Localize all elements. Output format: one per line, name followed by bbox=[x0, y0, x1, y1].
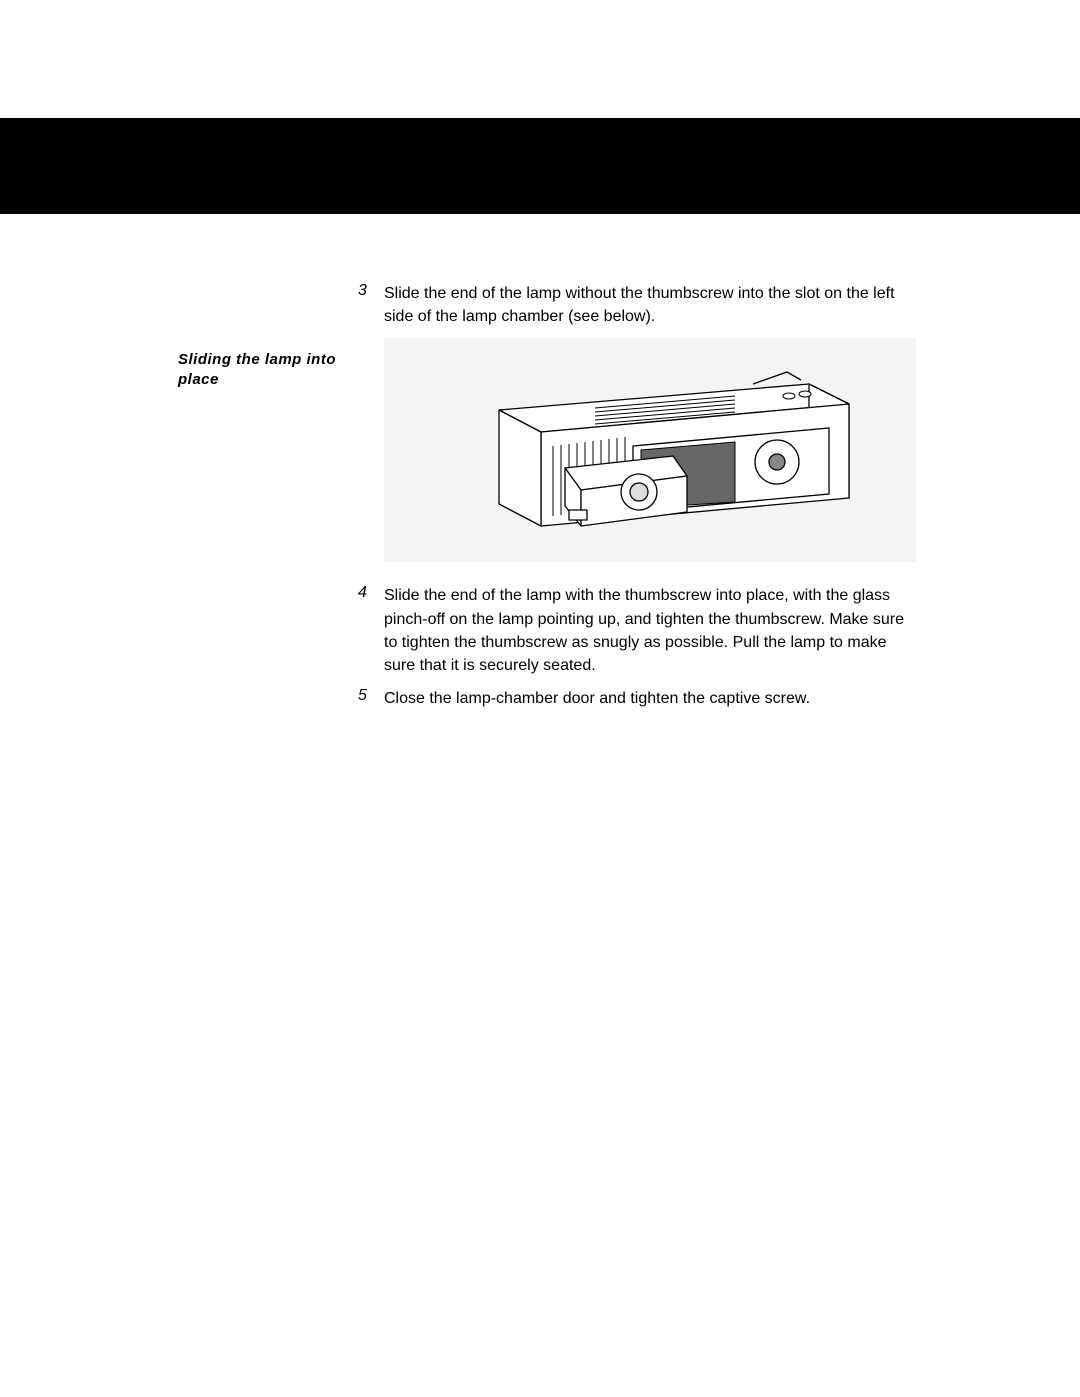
step-5-number: 5 bbox=[358, 687, 384, 710]
step-5-text: Close the lamp-chamber door and tighten … bbox=[384, 687, 810, 710]
margin-note-col-4 bbox=[178, 584, 358, 677]
margin-note-col bbox=[178, 282, 358, 328]
lamp-diagram bbox=[435, 350, 865, 550]
margin-note: Sliding the lamp into place bbox=[178, 350, 358, 391]
step-3-text: Slide the end of the lamp without the th… bbox=[384, 282, 916, 328]
header-band: Maintenance 91 bbox=[0, 118, 1080, 214]
step-5-row: 5 Close the lamp-chamber door and tighte… bbox=[178, 687, 916, 710]
step-5-body: 5 Close the lamp-chamber door and tighte… bbox=[358, 687, 916, 710]
margin-note-text: Sliding the lamp into place bbox=[178, 350, 338, 391]
figure-panel bbox=[384, 338, 916, 562]
figure-row: Sliding the lamp into place bbox=[178, 338, 916, 562]
step-4-body: 4 Slide the end of the lamp with the thu… bbox=[358, 584, 916, 677]
content-area: 3 Slide the end of the lamp without the … bbox=[178, 282, 916, 720]
step-3-row: 3 Slide the end of the lamp without the … bbox=[178, 282, 916, 328]
step-4-number: 4 bbox=[358, 584, 384, 677]
step-4-text: Slide the end of the lamp with the thumb… bbox=[384, 584, 916, 677]
margin-note-col-5 bbox=[178, 687, 358, 710]
step-3-body: 3 Slide the end of the lamp without the … bbox=[358, 282, 916, 328]
step-4-row: 4 Slide the end of the lamp with the thu… bbox=[178, 584, 916, 677]
step-3-number: 3 bbox=[358, 282, 384, 328]
